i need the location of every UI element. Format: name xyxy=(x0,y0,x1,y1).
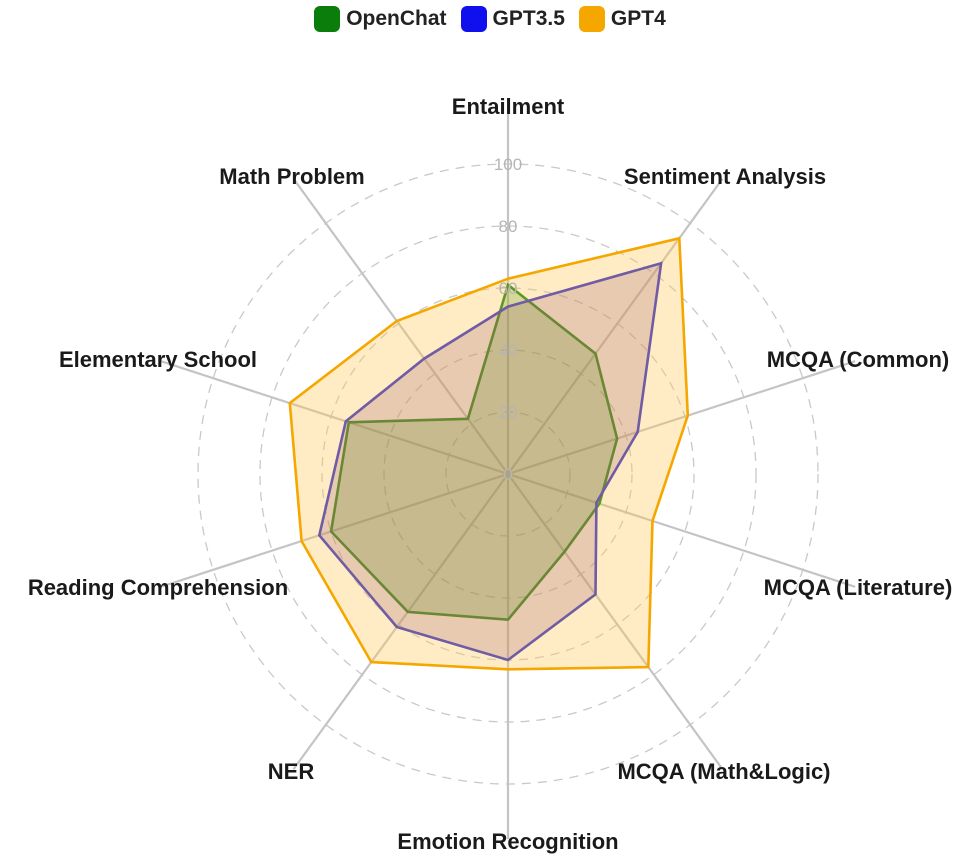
legend-swatch-gpt35 xyxy=(460,6,487,32)
tick-label-4: 80 xyxy=(499,217,518,236)
axis-spoke-3 xyxy=(507,472,856,588)
axis-label-0: Entailment xyxy=(452,94,565,119)
legend-swatch-openchat xyxy=(314,6,341,32)
axis-label-5: Emotion Recognition xyxy=(397,829,618,854)
axis-label-8: Elementary School xyxy=(59,347,257,372)
axis-spoke-1 xyxy=(507,178,724,475)
series-polygon-gpt4 xyxy=(288,236,690,671)
legend-label-gpt4: GPT4 xyxy=(610,7,666,30)
legend: OpenChat GPT3.5 GPT4 xyxy=(0,6,980,32)
legend-label-gpt35: GPT3.5 xyxy=(492,7,565,30)
axis-label-4: MCQA (Math&Logic) xyxy=(617,759,830,784)
axis-spoke-8 xyxy=(160,360,509,476)
axis-label-3: MCQA (Literature) xyxy=(764,575,953,600)
tick-label-0: 0 xyxy=(503,465,512,484)
axis-spoke-9 xyxy=(292,178,509,475)
axis-spoke-6 xyxy=(292,473,509,770)
tick-label-3: 60 xyxy=(499,279,518,298)
axis-label-1: Sentiment Analysis xyxy=(624,164,826,189)
axis-label-2: MCQA (Common) xyxy=(767,347,950,372)
tick-label-1: 20 xyxy=(499,403,518,422)
tick-label-2: 40 xyxy=(499,341,518,360)
axis-spoke-7 xyxy=(160,472,509,588)
axis-spoke-4 xyxy=(507,473,724,770)
axis-label-7: Reading Comprehension xyxy=(28,575,288,600)
tick-label-5: 100 xyxy=(494,155,522,174)
series-polygon-gpt35 xyxy=(317,261,663,662)
legend-swatch-gpt4 xyxy=(578,6,605,32)
legend-item-gpt35[interactable]: GPT3.5 xyxy=(460,6,565,32)
axis-spoke-2 xyxy=(507,360,856,476)
axis-label-9: Math Problem xyxy=(219,164,364,189)
series-polygon-openchat xyxy=(329,282,619,622)
legend-item-gpt4[interactable]: GPT4 xyxy=(578,6,666,32)
legend-item-openchat[interactable]: OpenChat xyxy=(314,6,447,32)
axis-label-6: NER xyxy=(268,759,315,784)
legend-label-openchat: OpenChat xyxy=(346,7,447,30)
